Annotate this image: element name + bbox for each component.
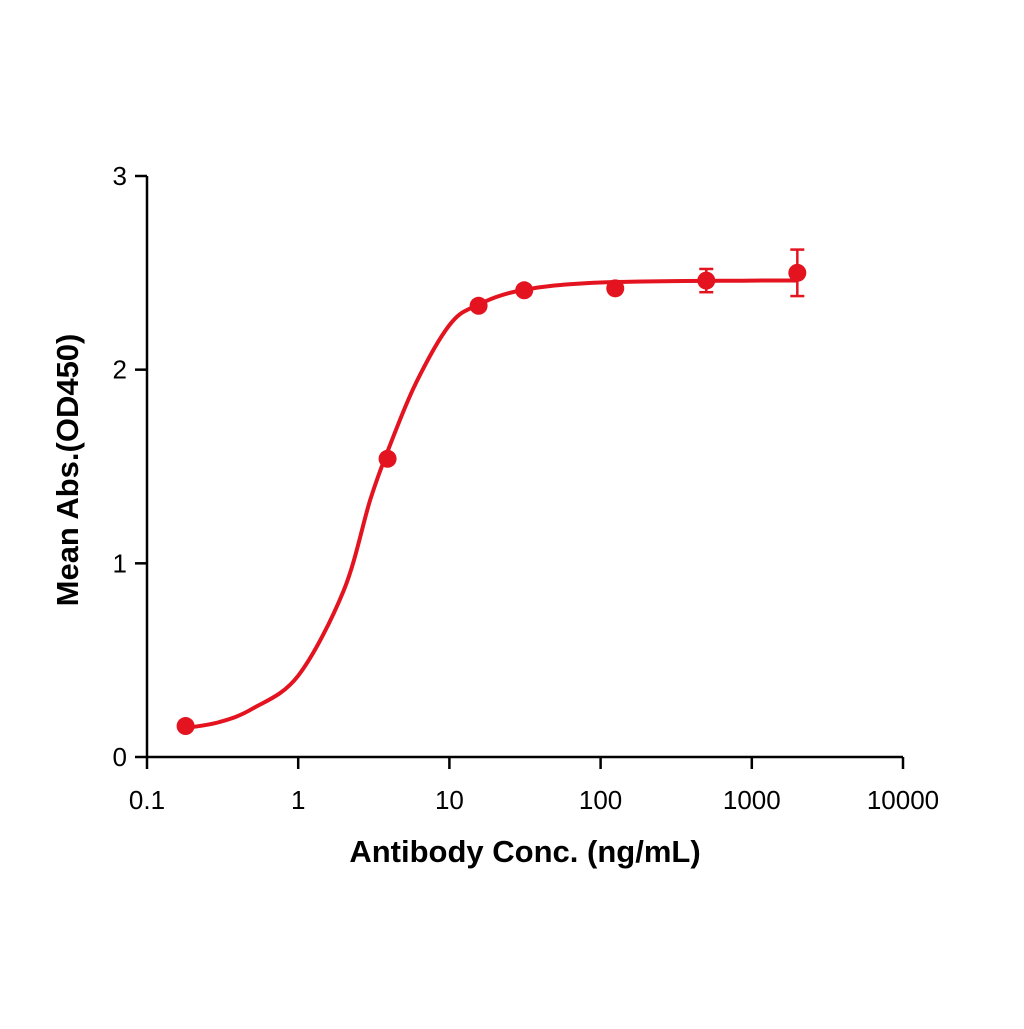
y-axis-title: Mean Abs.(OD450) [50, 334, 85, 607]
x-tick-label: 10 [435, 785, 464, 815]
y-tick-label: 0 [113, 742, 127, 772]
x-tick-label: 0.1 [129, 785, 165, 815]
x-tick-label: 10000 [867, 785, 939, 815]
data-point [176, 717, 195, 736]
x-tick-label: 1000 [723, 785, 781, 815]
data-point [378, 449, 397, 468]
y-tick-label: 2 [113, 355, 127, 385]
x-tick-label: 100 [579, 785, 622, 815]
x-tick-label: 1 [291, 785, 305, 815]
data-point [697, 271, 716, 290]
x-axis-title: Antibody Conc. (ng/mL) [349, 834, 700, 869]
data-point [469, 296, 488, 315]
y-tick-label: 1 [113, 548, 127, 578]
fit-curve [185, 278, 798, 730]
data-point [515, 281, 534, 300]
data-point [606, 279, 625, 298]
data-point [788, 263, 807, 282]
y-tick-label: 3 [113, 161, 127, 191]
